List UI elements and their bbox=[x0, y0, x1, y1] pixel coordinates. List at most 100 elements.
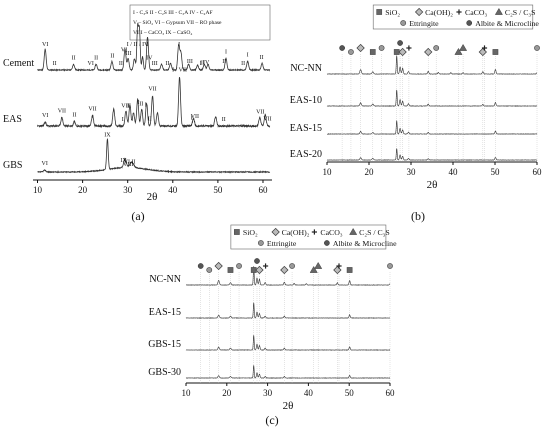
x-tick-label: 40 bbox=[449, 167, 459, 177]
legend-symbol bbox=[414, 7, 424, 17]
legend-label: Albite & Microcline bbox=[333, 239, 397, 248]
series-label: EAS bbox=[3, 114, 22, 125]
legend-label: Ettringite bbox=[409, 19, 439, 28]
x-tick-label: 20 bbox=[222, 388, 232, 398]
x-tick-label: 50 bbox=[491, 167, 501, 177]
phase-symbol bbox=[333, 265, 342, 275]
phase-marker: VII bbox=[58, 108, 66, 114]
series-line bbox=[37, 138, 271, 174]
phase-marker: VII bbox=[148, 87, 156, 93]
phase-symbol bbox=[214, 261, 223, 271]
phase-marker: VI bbox=[42, 42, 48, 48]
phase-marker: I bbox=[147, 42, 149, 48]
phase-symbol bbox=[356, 43, 365, 53]
x-tick-label: 40 bbox=[168, 185, 178, 195]
phase-symbol bbox=[339, 45, 345, 51]
phase-marker: VII bbox=[191, 114, 199, 120]
series-label: EAS-15 bbox=[290, 123, 322, 134]
phase-symbol bbox=[197, 263, 204, 269]
legend-symbol bbox=[324, 240, 330, 246]
phase-marker: II bbox=[200, 61, 204, 67]
legend-symbol bbox=[400, 20, 407, 26]
series-label: EAS-10 bbox=[290, 95, 322, 106]
phase-marker: VI bbox=[88, 61, 94, 67]
legend-symbol bbox=[456, 9, 462, 15]
legend-box bbox=[372, 4, 534, 30]
x-tick-label: 10 bbox=[323, 167, 333, 177]
phase-marker: III bbox=[126, 51, 132, 57]
phase-marker: VIII bbox=[123, 162, 133, 168]
legend-label: Ca(OH)₂ bbox=[425, 8, 453, 17]
phase-marker: II bbox=[148, 116, 152, 122]
panel-a: 10 20 30 40 50 60 2θ I - C₃S II - C₂S III - C₃A… bbox=[3, 4, 272, 203]
legend: SiO₂ Ca(OH)₂ CaCO₃ C₂S / C₃S Ettringite Albit… bbox=[372, 4, 539, 30]
phase-marker: VI bbox=[121, 48, 127, 54]
phase-marker: II bbox=[139, 102, 143, 108]
phase-marker: II bbox=[241, 61, 245, 67]
legend-label: Ettringite bbox=[267, 239, 297, 248]
panel-c: 10 20 30 40 50 60 2θ SiO₂ Ca(OH)₂ CaCO₃ C₂S / C₃S E… bbox=[148, 224, 397, 412]
x-tick-label: 60 bbox=[258, 185, 268, 195]
legend-label: Albite & Microcline bbox=[475, 19, 539, 28]
series-label: GBS-15 bbox=[148, 339, 181, 350]
phase-symbol bbox=[387, 263, 393, 269]
phase-symbol bbox=[459, 43, 468, 51]
phase-symbol bbox=[280, 265, 289, 275]
phase-symbol bbox=[478, 47, 487, 57]
phase-marker: I bbox=[138, 100, 140, 106]
phase-marker: II bbox=[222, 59, 226, 65]
phase-marker: II bbox=[132, 160, 136, 166]
phase-symbol bbox=[398, 47, 407, 57]
phase-marker: VII bbox=[121, 103, 129, 109]
legend-symbol bbox=[466, 20, 473, 26]
legend-label: C₂S / C₃S bbox=[359, 228, 390, 237]
x-axis-title: 2θ bbox=[283, 400, 294, 412]
series-line bbox=[185, 266, 391, 286]
phase-marker: IV bbox=[146, 55, 153, 61]
legend-symbol bbox=[376, 9, 383, 15]
panel-b-label: (b) bbox=[411, 209, 425, 223]
phase-symbol bbox=[346, 267, 353, 273]
series-line bbox=[185, 365, 391, 379]
phase-marker: I bbox=[145, 102, 147, 108]
phase-symbol bbox=[424, 47, 433, 57]
series-line bbox=[37, 77, 271, 129]
legend-label: C₂S / C₃S bbox=[505, 8, 536, 17]
phase-symbol bbox=[406, 45, 412, 51]
legend-symbol bbox=[311, 229, 317, 235]
x-tick-label: 50 bbox=[345, 388, 355, 398]
legend-label: CaCO₃ bbox=[465, 8, 487, 17]
phase-marker: VI bbox=[42, 161, 48, 167]
phase-symbol bbox=[309, 265, 318, 273]
phase-marker: I bbox=[122, 117, 124, 123]
phase-symbol bbox=[481, 45, 488, 51]
legend-text: V – SiO₂ VI – Gypsum VII – RO phase bbox=[133, 20, 222, 26]
phase-marker: VI bbox=[42, 113, 48, 119]
phase-symbol bbox=[492, 49, 499, 55]
legend-label: SiO₂ bbox=[243, 228, 258, 237]
phase-marker: I bbox=[200, 61, 202, 67]
legend: SiO₂ Ca(OH)₂ CaCO₃ C₂S / C₃S Ettringite Albit… bbox=[230, 224, 397, 250]
phase-marker: I / VII bbox=[172, 68, 187, 74]
x-axis-title: 2θ bbox=[147, 191, 158, 203]
legend-symbol bbox=[257, 240, 264, 246]
phase-symbol bbox=[397, 40, 403, 46]
series-label: NC-NN bbox=[290, 63, 322, 74]
series-line bbox=[185, 335, 391, 351]
legend-label: SiO₂ bbox=[385, 8, 400, 17]
x-tick-label: 30 bbox=[407, 167, 417, 177]
legend-symbol bbox=[494, 7, 503, 15]
x-axis-title: 2θ bbox=[427, 179, 438, 191]
x-tick-label: 40 bbox=[304, 388, 314, 398]
phase-symbol bbox=[262, 263, 269, 269]
phase-marker: II bbox=[119, 61, 123, 67]
phase-marker: II bbox=[72, 55, 76, 61]
series-line bbox=[326, 55, 538, 75]
panel-b: 10 20 30 40 50 60 2θ SiO₂ Ca(OH)₂ CaCO₃ C₂S / C₃S E… bbox=[290, 4, 542, 191]
series-line bbox=[185, 302, 391, 319]
phase-marker: I / II / IV bbox=[127, 42, 149, 48]
x-tick-label: 10 bbox=[33, 185, 43, 195]
legend-label: CaCO₃ bbox=[320, 228, 342, 237]
x-tick-label: 20 bbox=[365, 167, 375, 177]
legend-box bbox=[230, 224, 387, 250]
